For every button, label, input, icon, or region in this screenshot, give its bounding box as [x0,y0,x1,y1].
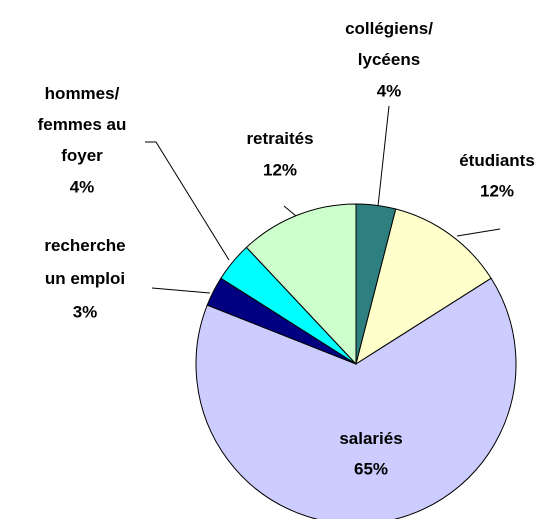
slice-value-label: 12% [263,160,297,179]
slice-label: retraités [246,129,313,148]
slice-value-label: 65% [354,459,388,478]
slice-value-label: 4% [70,177,95,196]
leader-line [151,287,211,294]
pie-slice [355,208,492,366]
slice-value-label: 3% [73,302,98,321]
leader-line [377,105,390,207]
pie-slice [245,203,357,366]
slice-value-label: 12% [480,181,514,200]
slice-label: étudiants [459,151,535,170]
leader-line [283,205,297,217]
leader-line [456,228,501,237]
slice-label: collégiens/lycéens [345,19,433,69]
slice-label: salariés [339,429,402,448]
slice-value-label: 4% [377,81,402,100]
leader-line [145,141,230,261]
pie-slice [195,277,517,519]
slice-label: hommes/femmes au foyer [38,84,127,165]
slice-label: recherche un emploi [44,236,125,288]
